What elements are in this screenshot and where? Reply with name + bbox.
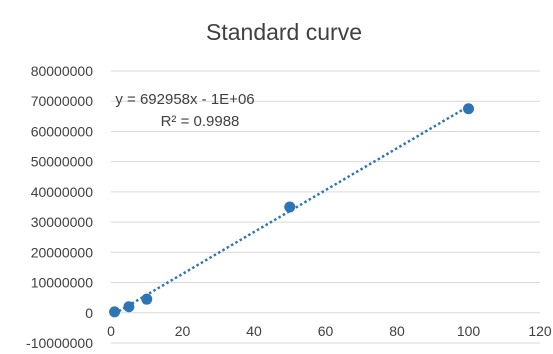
data-point: [284, 201, 296, 213]
y-tick-label: 50000000: [31, 154, 94, 170]
chart-title: Standard curve: [206, 19, 362, 45]
y-tick-label: 0: [85, 305, 93, 321]
x-axis-tick-labels: 0 20 40 60 80 100 120: [107, 323, 552, 339]
data-point: [109, 306, 121, 318]
x-tick-label: 60: [318, 323, 334, 339]
x-tick-label: 100: [457, 323, 481, 339]
x-tick-label: 40: [246, 323, 262, 339]
x-tick-label: 0: [107, 323, 115, 339]
y-axis-tick-labels: -10000000 0 10000000 20000000 30000000 400000…: [26, 63, 94, 351]
y-tick-label: 80000000: [31, 63, 94, 79]
trendline-r-squared-label: R² = 0.9988: [161, 113, 240, 130]
x-tick-label: 80: [389, 323, 405, 339]
x-tick-label: 20: [175, 323, 191, 339]
gridlines: [111, 70, 540, 344]
y-tick-label: -10000000: [26, 335, 93, 349]
data-point: [463, 103, 474, 115]
data-points: [109, 103, 474, 318]
y-tick-label: 20000000: [31, 244, 94, 260]
data-point: [123, 301, 135, 313]
y-tick-label: 10000000: [31, 275, 94, 291]
x-tick-label: 120: [528, 323, 552, 339]
y-tick-label: 70000000: [31, 93, 94, 109]
y-tick-label: 30000000: [31, 214, 94, 230]
y-tick-label: 60000000: [31, 123, 94, 139]
trendline-equation-label: y = 692958x - 1E+06: [115, 91, 254, 108]
y-tick-label: 40000000: [31, 184, 94, 200]
data-point: [141, 293, 153, 305]
